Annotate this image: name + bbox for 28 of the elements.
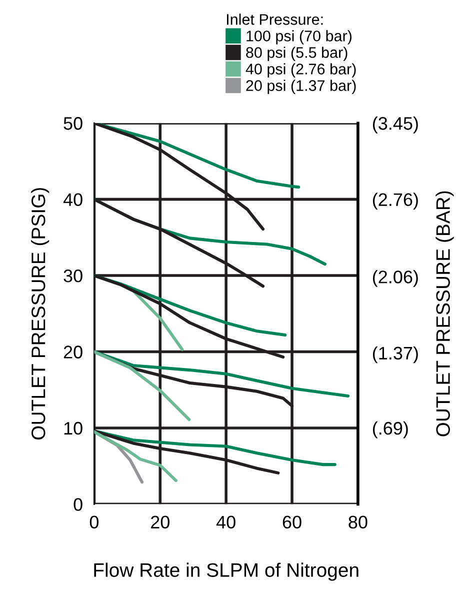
x-tick-label: 60	[282, 516, 302, 529]
legend-title: Inlet Pressure:	[226, 14, 323, 25]
x-tick-label: 20	[151, 516, 170, 529]
line-series	[94, 350, 191, 422]
x-axis-title: Flow Rate in SLPM of Nitrogen	[94, 562, 358, 581]
line-series	[94, 429, 336, 466]
legend-label: 20 psi (1.37 bar)	[246, 80, 356, 94]
legend-label: 100 psi (70 bar)	[246, 30, 352, 44]
y-tick-label: 10	[64, 422, 82, 435]
y-tick-label: 50	[64, 117, 82, 130]
legend-label: 80 psi (5.5 bar)	[246, 46, 348, 61]
x-tick-label: 80	[348, 516, 368, 529]
y-tick-label: 30	[64, 269, 82, 282]
y-tick-label: 40	[63, 193, 82, 206]
y2-axis-title: OUTLET PRESSURE (BAR)	[436, 191, 454, 436]
y2-tick-label: (3.45)	[372, 116, 418, 134]
legend-label: 40 psi (2.76 bar)	[246, 63, 356, 78]
y-axis-title: OUTLET PRESSURE (PSIG)	[30, 188, 50, 440]
x-tick-label: 0	[90, 516, 99, 529]
y-tick-label: 20	[64, 346, 82, 358]
y-tick-label: 0	[74, 498, 82, 511]
y2-tick-label: (1.37)	[372, 346, 418, 364]
y2-tick-label: (2.76)	[372, 192, 418, 210]
line-series	[94, 430, 178, 482]
y2-tick-label: (2.06)	[372, 270, 418, 287]
line-series	[94, 350, 350, 398]
x-tick-label: 40	[216, 516, 236, 529]
y2-tick-label: (.69)	[372, 421, 408, 438]
